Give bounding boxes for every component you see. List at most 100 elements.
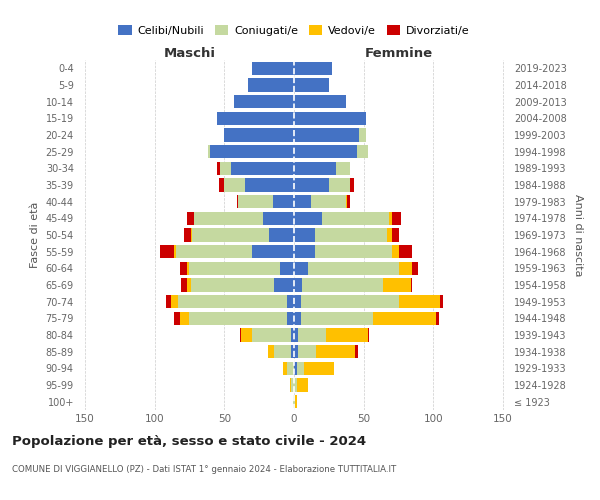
Bar (293, 395, 294, 408)
Text: Femmine: Femmine (364, 47, 433, 60)
Bar (184, 228, 191, 241)
Bar (291, 345, 294, 358)
Bar (176, 245, 252, 258)
Bar (294, 328, 298, 342)
Bar (392, 228, 398, 241)
Bar (248, 78, 294, 92)
Bar (294, 362, 297, 375)
Bar (290, 378, 291, 392)
Bar (389, 212, 392, 225)
Bar (237, 195, 238, 208)
Bar (180, 312, 190, 325)
Bar (294, 395, 295, 408)
Bar (350, 178, 354, 192)
Bar (194, 212, 263, 225)
Bar (304, 362, 334, 375)
Bar (347, 195, 350, 208)
Bar (359, 128, 367, 141)
Bar (268, 345, 274, 358)
Bar (287, 295, 294, 308)
Bar (398, 245, 412, 258)
Bar (294, 295, 301, 308)
Y-axis label: Fasce di età: Fasce di età (30, 202, 40, 268)
Bar (316, 345, 355, 358)
Bar (283, 362, 287, 375)
Bar (273, 195, 294, 208)
Bar (166, 295, 172, 308)
Bar (294, 112, 367, 125)
Bar (355, 345, 358, 358)
Bar (412, 262, 418, 275)
Bar (301, 295, 398, 308)
Bar (294, 128, 359, 141)
Bar (295, 395, 297, 408)
Legend: Celibi/Nubili, Coniugati/e, Vedovi/e, Divorziati/e: Celibi/Nubili, Coniugati/e, Vedovi/e, Di… (114, 21, 474, 40)
Bar (294, 145, 357, 158)
Bar (315, 228, 388, 241)
Bar (294, 212, 322, 225)
Bar (297, 378, 308, 392)
Bar (392, 212, 401, 225)
Bar (252, 245, 294, 258)
Bar (294, 245, 315, 258)
Bar (298, 345, 316, 358)
Bar (301, 312, 373, 325)
Bar (252, 328, 291, 342)
Bar (224, 178, 245, 192)
Bar (326, 328, 368, 342)
Bar (231, 162, 294, 175)
Bar (160, 245, 174, 258)
Bar (263, 212, 294, 225)
Bar (302, 278, 383, 291)
Bar (398, 295, 440, 308)
Bar (294, 178, 329, 192)
Bar (187, 212, 194, 225)
Bar (241, 328, 252, 342)
Text: COMUNE DI VIGGIANELLO (PZ) - Dati ISTAT 1° gennaio 2024 - Elaborazione TUTTITALI: COMUNE DI VIGGIANELLO (PZ) - Dati ISTAT … (12, 465, 396, 474)
Bar (238, 195, 273, 208)
Bar (294, 78, 329, 92)
Bar (217, 112, 294, 125)
Bar (322, 212, 389, 225)
Bar (373, 312, 436, 325)
Bar (392, 245, 398, 258)
Bar (294, 278, 302, 291)
Bar (178, 295, 287, 308)
Bar (294, 195, 311, 208)
Text: Popolazione per età, sesso e stato civile - 2024: Popolazione per età, sesso e stato civil… (12, 435, 366, 448)
Bar (291, 378, 294, 392)
Bar (269, 228, 294, 241)
Bar (291, 328, 294, 342)
Bar (294, 378, 297, 392)
Bar (388, 228, 392, 241)
Bar (336, 162, 350, 175)
Bar (181, 278, 187, 291)
Bar (174, 245, 176, 258)
Bar (294, 312, 301, 325)
Bar (252, 62, 294, 75)
Bar (211, 145, 294, 158)
Bar (190, 262, 280, 275)
Bar (294, 228, 315, 241)
Bar (274, 345, 291, 358)
Bar (436, 312, 439, 325)
Text: Maschi: Maschi (163, 47, 215, 60)
Bar (274, 278, 294, 291)
Bar (329, 178, 350, 192)
Bar (383, 278, 411, 291)
Bar (294, 345, 298, 358)
Bar (192, 228, 269, 241)
Bar (245, 178, 294, 192)
Bar (187, 262, 190, 275)
Bar (172, 295, 178, 308)
Bar (294, 262, 308, 275)
Bar (294, 62, 332, 75)
Bar (411, 278, 412, 291)
Bar (298, 328, 326, 342)
Bar (398, 262, 412, 275)
Bar (311, 195, 346, 208)
Bar (280, 262, 294, 275)
Bar (174, 312, 180, 325)
Bar (239, 328, 241, 342)
Bar (224, 128, 294, 141)
